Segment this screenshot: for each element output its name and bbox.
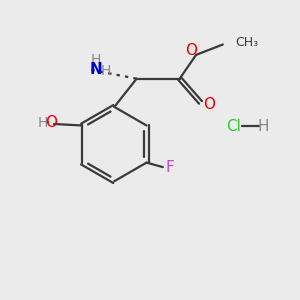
Text: H: H xyxy=(91,53,101,67)
Text: H: H xyxy=(100,64,111,78)
Text: CH₃: CH₃ xyxy=(235,36,258,49)
Text: ·: · xyxy=(44,113,50,131)
Text: O: O xyxy=(203,97,215,112)
Text: H: H xyxy=(257,119,269,134)
Text: O: O xyxy=(46,115,58,130)
Text: Cl: Cl xyxy=(226,119,241,134)
Text: N: N xyxy=(89,62,102,77)
Text: H: H xyxy=(38,116,48,130)
Text: O: O xyxy=(186,43,198,58)
Text: F: F xyxy=(165,160,174,175)
